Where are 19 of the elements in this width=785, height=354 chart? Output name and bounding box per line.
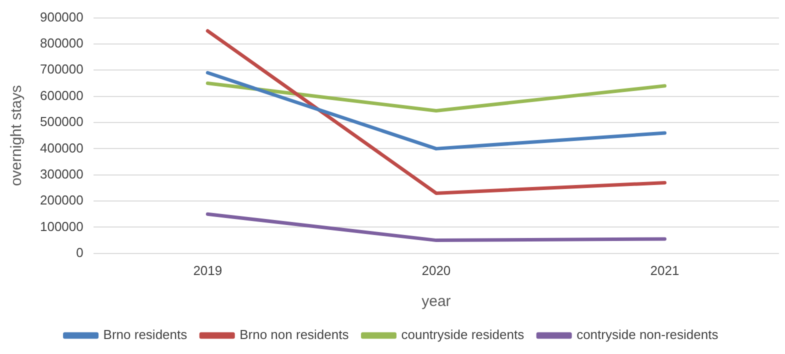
legend-label: contryside non-residents — [576, 327, 719, 342]
y-tick-label: 100000 — [40, 218, 84, 234]
x-tick-label: 2020 — [422, 262, 451, 278]
legend-label: countryside residents — [401, 327, 525, 342]
x-tick-label: 2019 — [193, 262, 222, 278]
y-tick-label: 800000 — [40, 36, 84, 51]
y-tick-label: 300000 — [40, 166, 84, 182]
x-tick-label: 2021 — [650, 262, 680, 278]
y-tick-label: 900000 — [40, 9, 84, 24]
legend-label: Brno residents — [103, 327, 188, 342]
legend-label: Brno non residents — [240, 327, 350, 342]
y-tick-label: 0 — [76, 244, 84, 260]
y-tick-label: 600000 — [40, 88, 84, 103]
y-tick-label: 400000 — [40, 140, 84, 156]
x-axis-title: year — [422, 293, 451, 310]
y-tick-label: 700000 — [40, 62, 84, 77]
y-tick-label: 500000 — [40, 114, 84, 130]
y-axis-title: overnight stays — [8, 85, 26, 186]
y-tick-label: 200000 — [40, 192, 84, 208]
